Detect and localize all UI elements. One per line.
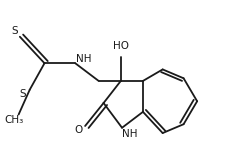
Text: NH: NH [122, 129, 137, 139]
Text: NH: NH [76, 54, 92, 64]
Text: O: O [75, 125, 83, 135]
Text: CH₃: CH₃ [4, 115, 24, 125]
Text: S: S [11, 26, 17, 35]
Text: S: S [19, 89, 26, 99]
Text: HO: HO [113, 41, 129, 51]
